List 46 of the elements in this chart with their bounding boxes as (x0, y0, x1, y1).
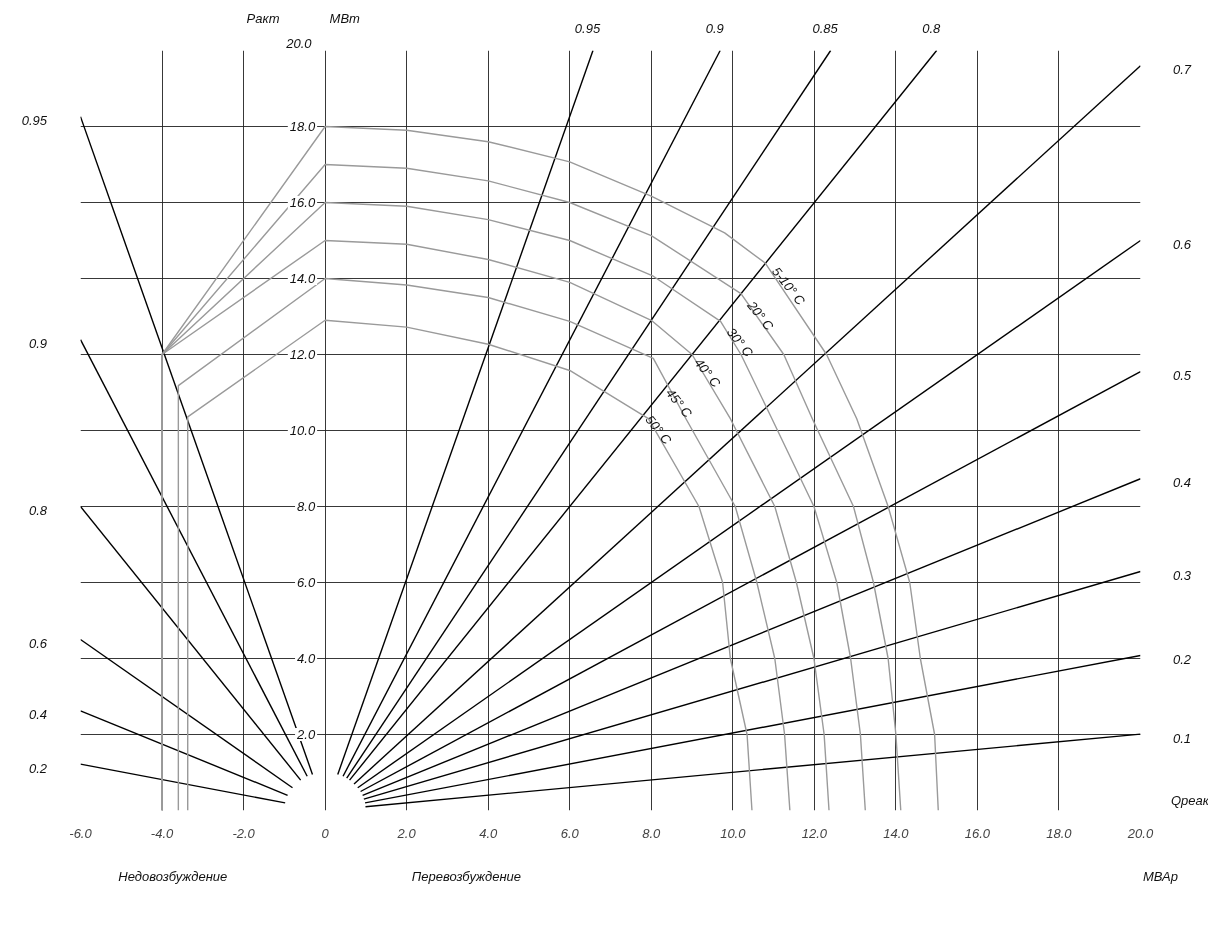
text: МВАр (1143, 868, 1178, 886)
y-tick-label: 18.0 (289, 119, 316, 134)
x-tick-label: 18.0 (1046, 825, 1073, 841)
y-tick-label: 6.0 (297, 575, 316, 590)
text: МВт (329, 10, 360, 29)
x-tick-label: 12.0 (801, 825, 828, 841)
annotation: 0.2 (28, 759, 47, 778)
annotation: 0.3 (1173, 566, 1192, 585)
annotation: 0.85 (812, 20, 838, 39)
text: Недовозбуждение (118, 868, 228, 886)
y-tick-label: 10.0 (289, 423, 316, 438)
y-axis-title: Ракт (246, 10, 280, 29)
annotation: 0.2 (1173, 650, 1192, 669)
annotation: 0.1 (1173, 729, 1192, 748)
annotation: 0.8 (922, 20, 941, 39)
x-tick-label: 20.0 (1126, 825, 1154, 841)
annotation: 0.9 (28, 334, 47, 353)
x-tick-label: -2.0 (232, 825, 256, 841)
annotation: 0.4 (1173, 474, 1192, 492)
text: Перевозбуждение (411, 868, 522, 886)
x-tick-label: 8.0 (642, 825, 662, 841)
y-tick-label: 20.0 (284, 33, 314, 57)
annotation: 0.95 (21, 111, 47, 130)
x-tick-label: 0 (321, 825, 330, 841)
x-tick-label: -6.0 (69, 825, 93, 841)
annotation: 0.4 (28, 706, 47, 725)
annotation: 0.95 (574, 20, 601, 39)
annotation: 0.7 (1173, 60, 1192, 79)
x-tick-label: 16.0 (964, 825, 991, 841)
annotation: 0.8 (28, 501, 47, 520)
annotation: 0.9 (705, 20, 724, 39)
y-tick-label: 2.0 (296, 727, 316, 742)
y-tick-label: 14.0 (289, 271, 316, 286)
x-tick-label: 10.0 (720, 825, 747, 841)
annotation: 0.5 (1173, 366, 1192, 385)
y-tick-label: 8.0 (297, 499, 316, 514)
y-tick-label: 12.0 (289, 347, 316, 362)
x-tick-label: 2.0 (396, 825, 417, 841)
annotation: 0.6 (28, 634, 47, 653)
x-tick-label: -4.0 (150, 825, 175, 841)
x-tick-label: 14.0 (883, 825, 910, 841)
y-tick-label: 16.0 (289, 195, 316, 210)
annotation: 0.6 (1173, 235, 1192, 254)
x-tick-label: 6.0 (560, 825, 580, 841)
x-tick-label: 4.0 (479, 825, 498, 841)
y-tick-label: 4.0 (297, 651, 316, 666)
